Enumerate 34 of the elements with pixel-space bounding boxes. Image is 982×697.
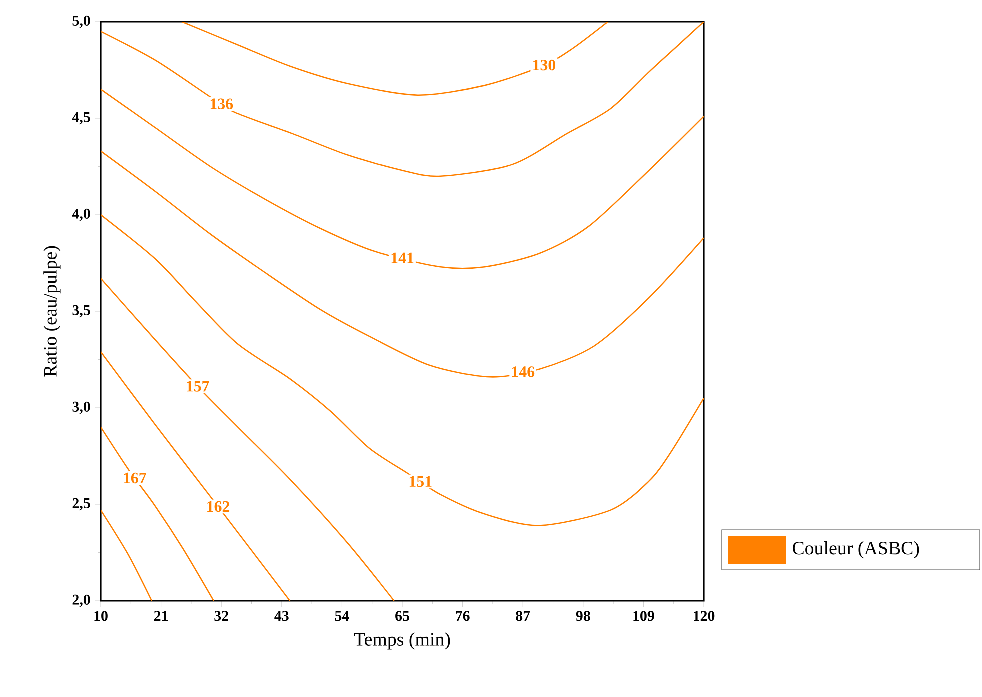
series-label: 151 bbox=[410, 476, 432, 488]
y-tick-label: 4,0 bbox=[72, 208, 90, 222]
x-tick-label: 87 bbox=[516, 611, 530, 622]
line-series bbox=[101, 214, 704, 526]
y-tick-label: 2,5 bbox=[72, 498, 90, 511]
line-series bbox=[101, 150, 704, 378]
y-tick-label: 3,5 bbox=[72, 305, 90, 318]
y-tick-label: 3,0 bbox=[72, 402, 90, 414]
series-label: 167 bbox=[124, 472, 146, 484]
series-label: 136 bbox=[210, 98, 234, 110]
line-series bbox=[101, 22, 704, 178]
x-tick-label: 120 bbox=[694, 611, 715, 622]
x-tick-label: 109 bbox=[634, 611, 654, 622]
x-tick-label: 98 bbox=[576, 611, 590, 622]
x-tick-label: 21 bbox=[154, 611, 168, 622]
series-label: 162 bbox=[208, 501, 230, 512]
y-tick-label: 4,5 bbox=[72, 112, 90, 125]
line-series bbox=[101, 278, 395, 601]
x-tick-label: 43 bbox=[274, 611, 289, 622]
x-tick-label: 54 bbox=[335, 611, 350, 622]
y-tick-label: 5,0 bbox=[72, 16, 90, 28]
series-label: 141 bbox=[392, 252, 414, 264]
x-tick-label: 76 bbox=[456, 611, 470, 622]
x-tick-label: 65 bbox=[396, 611, 410, 622]
series-label: 146 bbox=[512, 366, 535, 378]
legend-title: Couleur (ASBC) bbox=[792, 541, 920, 559]
x-tick-label: 10 bbox=[94, 611, 108, 622]
series-label: 157 bbox=[187, 381, 210, 392]
y-tick-label: 2,0 bbox=[72, 594, 90, 608]
y-axis-title: Ratio (eau/pulpe) bbox=[44, 246, 61, 377]
x-axis-title: Temps (min) bbox=[354, 632, 450, 650]
line-series bbox=[181, 22, 609, 96]
line-series bbox=[101, 351, 291, 601]
x-tick-label: 32 bbox=[214, 611, 228, 622]
